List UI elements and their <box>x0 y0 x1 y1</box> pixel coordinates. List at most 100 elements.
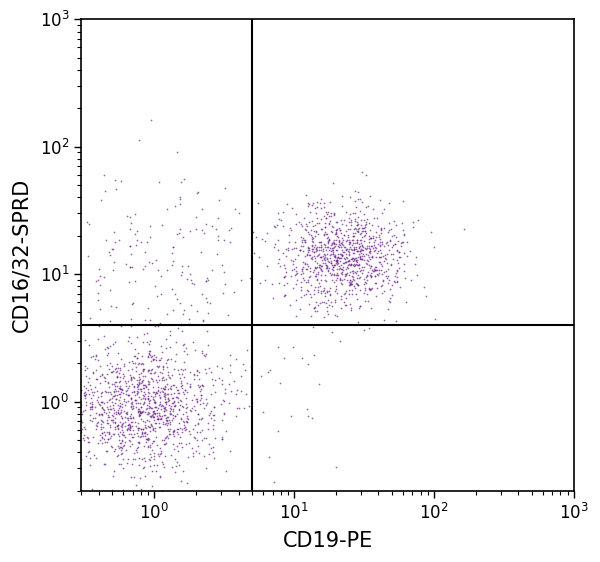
Point <box>326 241 335 250</box>
Point <box>370 246 380 255</box>
Point <box>30 363 40 372</box>
Point <box>349 228 358 237</box>
Point <box>121 408 131 417</box>
Point <box>149 448 158 457</box>
Point <box>119 360 129 369</box>
Point <box>319 212 329 221</box>
Point <box>341 250 350 259</box>
Point <box>459 225 469 234</box>
Point <box>164 394 173 403</box>
Point <box>311 269 320 278</box>
Point <box>130 277 140 285</box>
Point <box>320 292 330 301</box>
Point <box>313 283 322 292</box>
Point <box>152 411 162 420</box>
Point <box>394 247 404 256</box>
Point <box>134 437 144 446</box>
Point <box>356 255 365 264</box>
Point <box>300 237 310 246</box>
Point <box>39 433 49 442</box>
Point <box>280 261 289 270</box>
Point <box>138 406 148 415</box>
Point <box>199 434 209 443</box>
Point <box>307 241 317 250</box>
Point <box>112 368 121 377</box>
Point <box>314 262 324 271</box>
Point <box>326 249 335 258</box>
Point <box>138 365 148 374</box>
Point <box>129 382 139 391</box>
Point <box>361 259 371 268</box>
Point <box>351 260 361 269</box>
Point <box>343 260 352 269</box>
Point <box>172 148 181 157</box>
Point <box>343 268 352 277</box>
Point <box>322 249 332 258</box>
Point <box>305 207 314 216</box>
Point <box>352 260 362 269</box>
Point <box>163 384 173 393</box>
Point <box>73 430 82 439</box>
Point <box>178 366 188 375</box>
Point <box>320 254 329 263</box>
Point <box>110 418 119 427</box>
Point <box>140 393 150 402</box>
Point <box>375 253 385 262</box>
Point <box>76 428 86 437</box>
Point <box>319 283 329 292</box>
Point <box>207 222 217 231</box>
Point <box>232 404 241 413</box>
Point <box>335 276 344 285</box>
Point <box>322 287 331 296</box>
Point <box>76 416 86 425</box>
Point <box>163 362 172 371</box>
Point <box>176 320 185 329</box>
Point <box>104 396 114 405</box>
Point <box>206 390 215 399</box>
Point <box>307 246 317 255</box>
Point <box>85 341 94 350</box>
Point <box>134 377 144 386</box>
Point <box>314 279 324 288</box>
Point <box>148 407 157 416</box>
Point <box>346 259 356 268</box>
Point <box>162 432 172 441</box>
Point <box>140 398 149 407</box>
Point <box>364 256 373 265</box>
Point <box>145 441 155 450</box>
Point <box>364 323 374 332</box>
Point <box>117 400 127 409</box>
Point <box>186 301 196 310</box>
Point <box>312 197 322 206</box>
Point <box>309 303 319 312</box>
Point <box>207 375 217 384</box>
Point <box>332 271 342 280</box>
Point <box>156 401 166 410</box>
Point <box>74 339 83 348</box>
Point <box>160 376 169 385</box>
Point <box>367 252 377 261</box>
Point <box>176 178 186 187</box>
Point <box>328 250 337 259</box>
Point <box>148 356 158 365</box>
Point <box>320 275 329 284</box>
Point <box>340 258 349 267</box>
Point <box>331 462 340 471</box>
Point <box>360 244 370 253</box>
Point <box>345 243 355 252</box>
Point <box>97 429 107 438</box>
Point <box>217 380 226 389</box>
Point <box>257 234 267 243</box>
Point <box>100 345 110 354</box>
Point <box>115 443 125 452</box>
Point <box>335 241 345 250</box>
Point <box>98 418 107 427</box>
Point <box>356 244 365 253</box>
Point <box>295 245 305 254</box>
Point <box>116 442 126 451</box>
Point <box>86 403 96 412</box>
Point <box>91 382 100 391</box>
Point <box>109 227 118 236</box>
Point <box>67 453 76 462</box>
Point <box>187 404 196 413</box>
